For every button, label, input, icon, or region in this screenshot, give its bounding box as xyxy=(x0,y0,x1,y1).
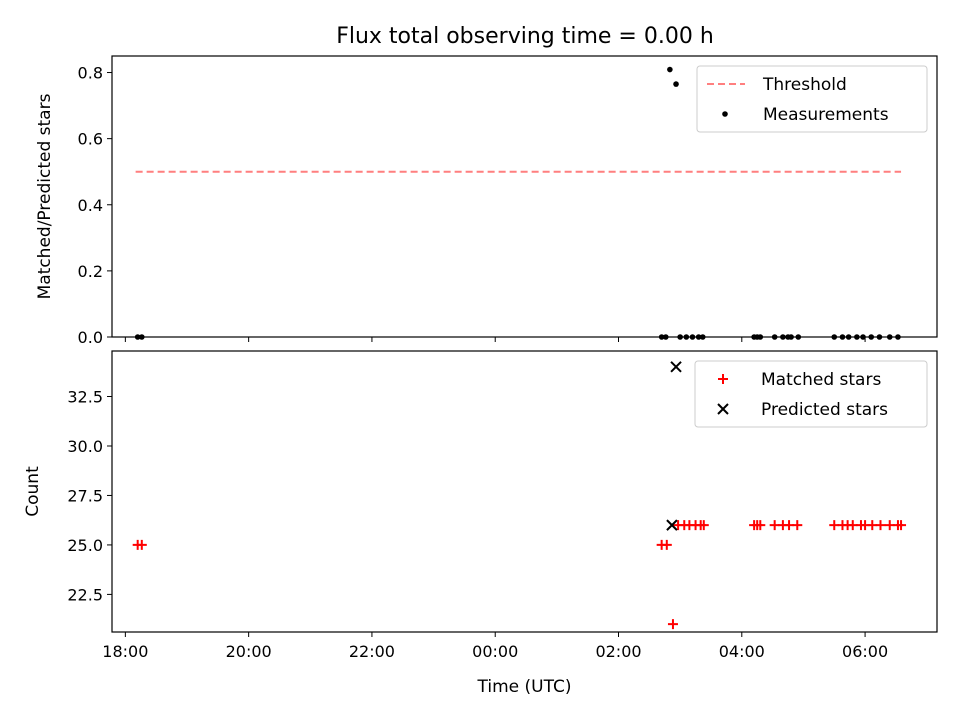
bottom-y-tick-label: 25.0 xyxy=(67,536,103,555)
bottom-y-tick-label: 27.5 xyxy=(67,486,103,505)
chart-title: Flux total observing time = 0.00 h xyxy=(336,24,714,49)
bottom-x-tick-label: 02:00 xyxy=(595,642,641,661)
matched-star-point xyxy=(667,619,678,630)
top-y-tick-label: 0.4 xyxy=(78,196,103,215)
matched-star-point xyxy=(755,520,766,531)
bottom-x-tick-label: 20:00 xyxy=(226,642,272,661)
bottom-y-tick-label: 30.0 xyxy=(67,437,103,456)
legend-label: Measurements xyxy=(763,105,889,125)
bottom-panel: 18:00 20:00 22:00 00:00 02:00 04:00 06:00 22.5 2… xyxy=(23,350,938,697)
bottom-x-tick-label: 06:00 xyxy=(842,642,888,661)
matched-star-point xyxy=(136,539,147,550)
predicted-star-point xyxy=(670,361,682,373)
matched-star-point xyxy=(661,539,672,550)
matched-star-point xyxy=(792,520,803,531)
matched-star-point xyxy=(698,520,709,531)
matched-star-point xyxy=(875,520,886,531)
bottom-x-tick-label: 18:00 xyxy=(102,642,148,661)
legend-label: Threshold xyxy=(762,75,847,95)
bottom-y-tick-label: 22.5 xyxy=(67,585,103,604)
matched-star-point xyxy=(896,520,907,531)
x-axis-label: Time (UTC) xyxy=(477,677,572,697)
legend-box xyxy=(694,360,928,428)
predicted-star-point xyxy=(666,519,678,531)
bottom-legend: Matched stars Predicted stars xyxy=(694,360,928,428)
measurement-point xyxy=(667,66,673,73)
top-y-tick-label: 0.6 xyxy=(78,130,103,149)
bottom-x-tick-label: 04:00 xyxy=(719,642,765,661)
top-panel: 0.00.20.40.60.8 Matched/Predicted stars … xyxy=(35,55,938,347)
legend-swatch xyxy=(718,374,728,384)
legend-label: Predicted stars xyxy=(761,400,888,420)
bottom-x-tick-label: 22:00 xyxy=(349,642,395,661)
bottom-y-axis-label: Count xyxy=(23,466,43,517)
top-y-tick-label: 0.8 xyxy=(78,64,103,83)
bottom-plot-frame xyxy=(111,350,938,633)
top-y-tick-label: 0.2 xyxy=(78,262,103,281)
top-y-tick-label: 0.0 xyxy=(78,328,103,347)
legend-box xyxy=(696,65,928,133)
legend-swatch xyxy=(717,403,729,415)
top-legend: Threshold Measurements xyxy=(696,65,928,133)
bottom-x-tick-label: 00:00 xyxy=(472,642,518,661)
bottom-y-tick-label: 32.5 xyxy=(67,388,103,407)
top-plot-frame xyxy=(111,55,938,338)
legend-swatch xyxy=(722,111,728,117)
top-y-axis-label: Matched/Predicted stars xyxy=(35,93,55,299)
measurement-point xyxy=(673,81,679,87)
legend-label: Matched stars xyxy=(761,370,881,390)
